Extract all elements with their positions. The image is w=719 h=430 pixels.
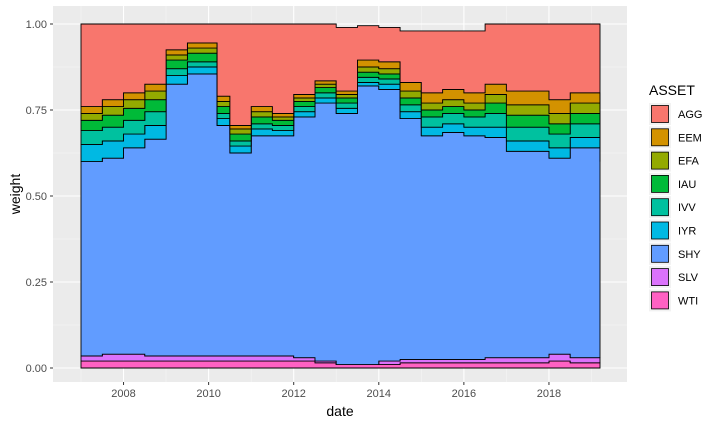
- x-tick-label: 2008: [111, 388, 135, 400]
- legend-key-shy: [651, 244, 669, 263]
- legend-title: ASSET: [649, 82, 695, 98]
- legend-label-wti: WTI: [678, 295, 698, 307]
- y-axis-title: weight: [7, 174, 23, 216]
- legend-label-iyr: IYR: [678, 226, 696, 238]
- y-axis: 0.00 0.25 0.50 0.75 1.00: [26, 19, 53, 375]
- y-tick-label: 0.75: [26, 105, 47, 117]
- y-tick-label: 0.50: [26, 191, 47, 203]
- x-tick-label: 2018: [537, 388, 561, 400]
- legend-key-iyr: [651, 221, 669, 240]
- y-tick-label: 1.00: [26, 19, 47, 31]
- legend-key-eem: [651, 128, 669, 147]
- legend-key-efa: [651, 151, 669, 170]
- legend-label-agg: AGG: [678, 109, 702, 121]
- x-tick-label: 2012: [281, 388, 305, 400]
- legend-label-slv: SLV: [678, 272, 699, 284]
- legend-key-slv: [651, 268, 669, 287]
- x-tick-label: 2016: [452, 388, 476, 400]
- y-tick-label: 0.25: [26, 277, 47, 289]
- legend-label-iau: IAU: [678, 179, 696, 191]
- x-axis: 2008 2010 2012 2014 2016 2018: [111, 382, 561, 400]
- legend-label-efa: EFA: [678, 156, 699, 168]
- legend-key-wti: [651, 291, 669, 310]
- legend-label-eem: EEM: [678, 132, 702, 144]
- area-agg: [80, 23, 601, 126]
- legend-key-ivv: [651, 198, 669, 217]
- y-tick-label: 0.00: [26, 363, 47, 375]
- legend-label-ivv: IVV: [678, 202, 696, 214]
- x-axis-title: date: [326, 403, 353, 419]
- x-tick-label: 2014: [367, 388, 391, 400]
- legend-label-shy: SHY: [678, 249, 701, 261]
- legend: ASSET AGG EEM EFA IAU IVV IYR SHY SLV WTI: [649, 82, 702, 312]
- legend-key-iau: [651, 174, 669, 193]
- x-tick-label: 2010: [196, 388, 220, 400]
- legend-key-agg: [651, 105, 669, 123]
- stacked-areas: [80, 23, 601, 369]
